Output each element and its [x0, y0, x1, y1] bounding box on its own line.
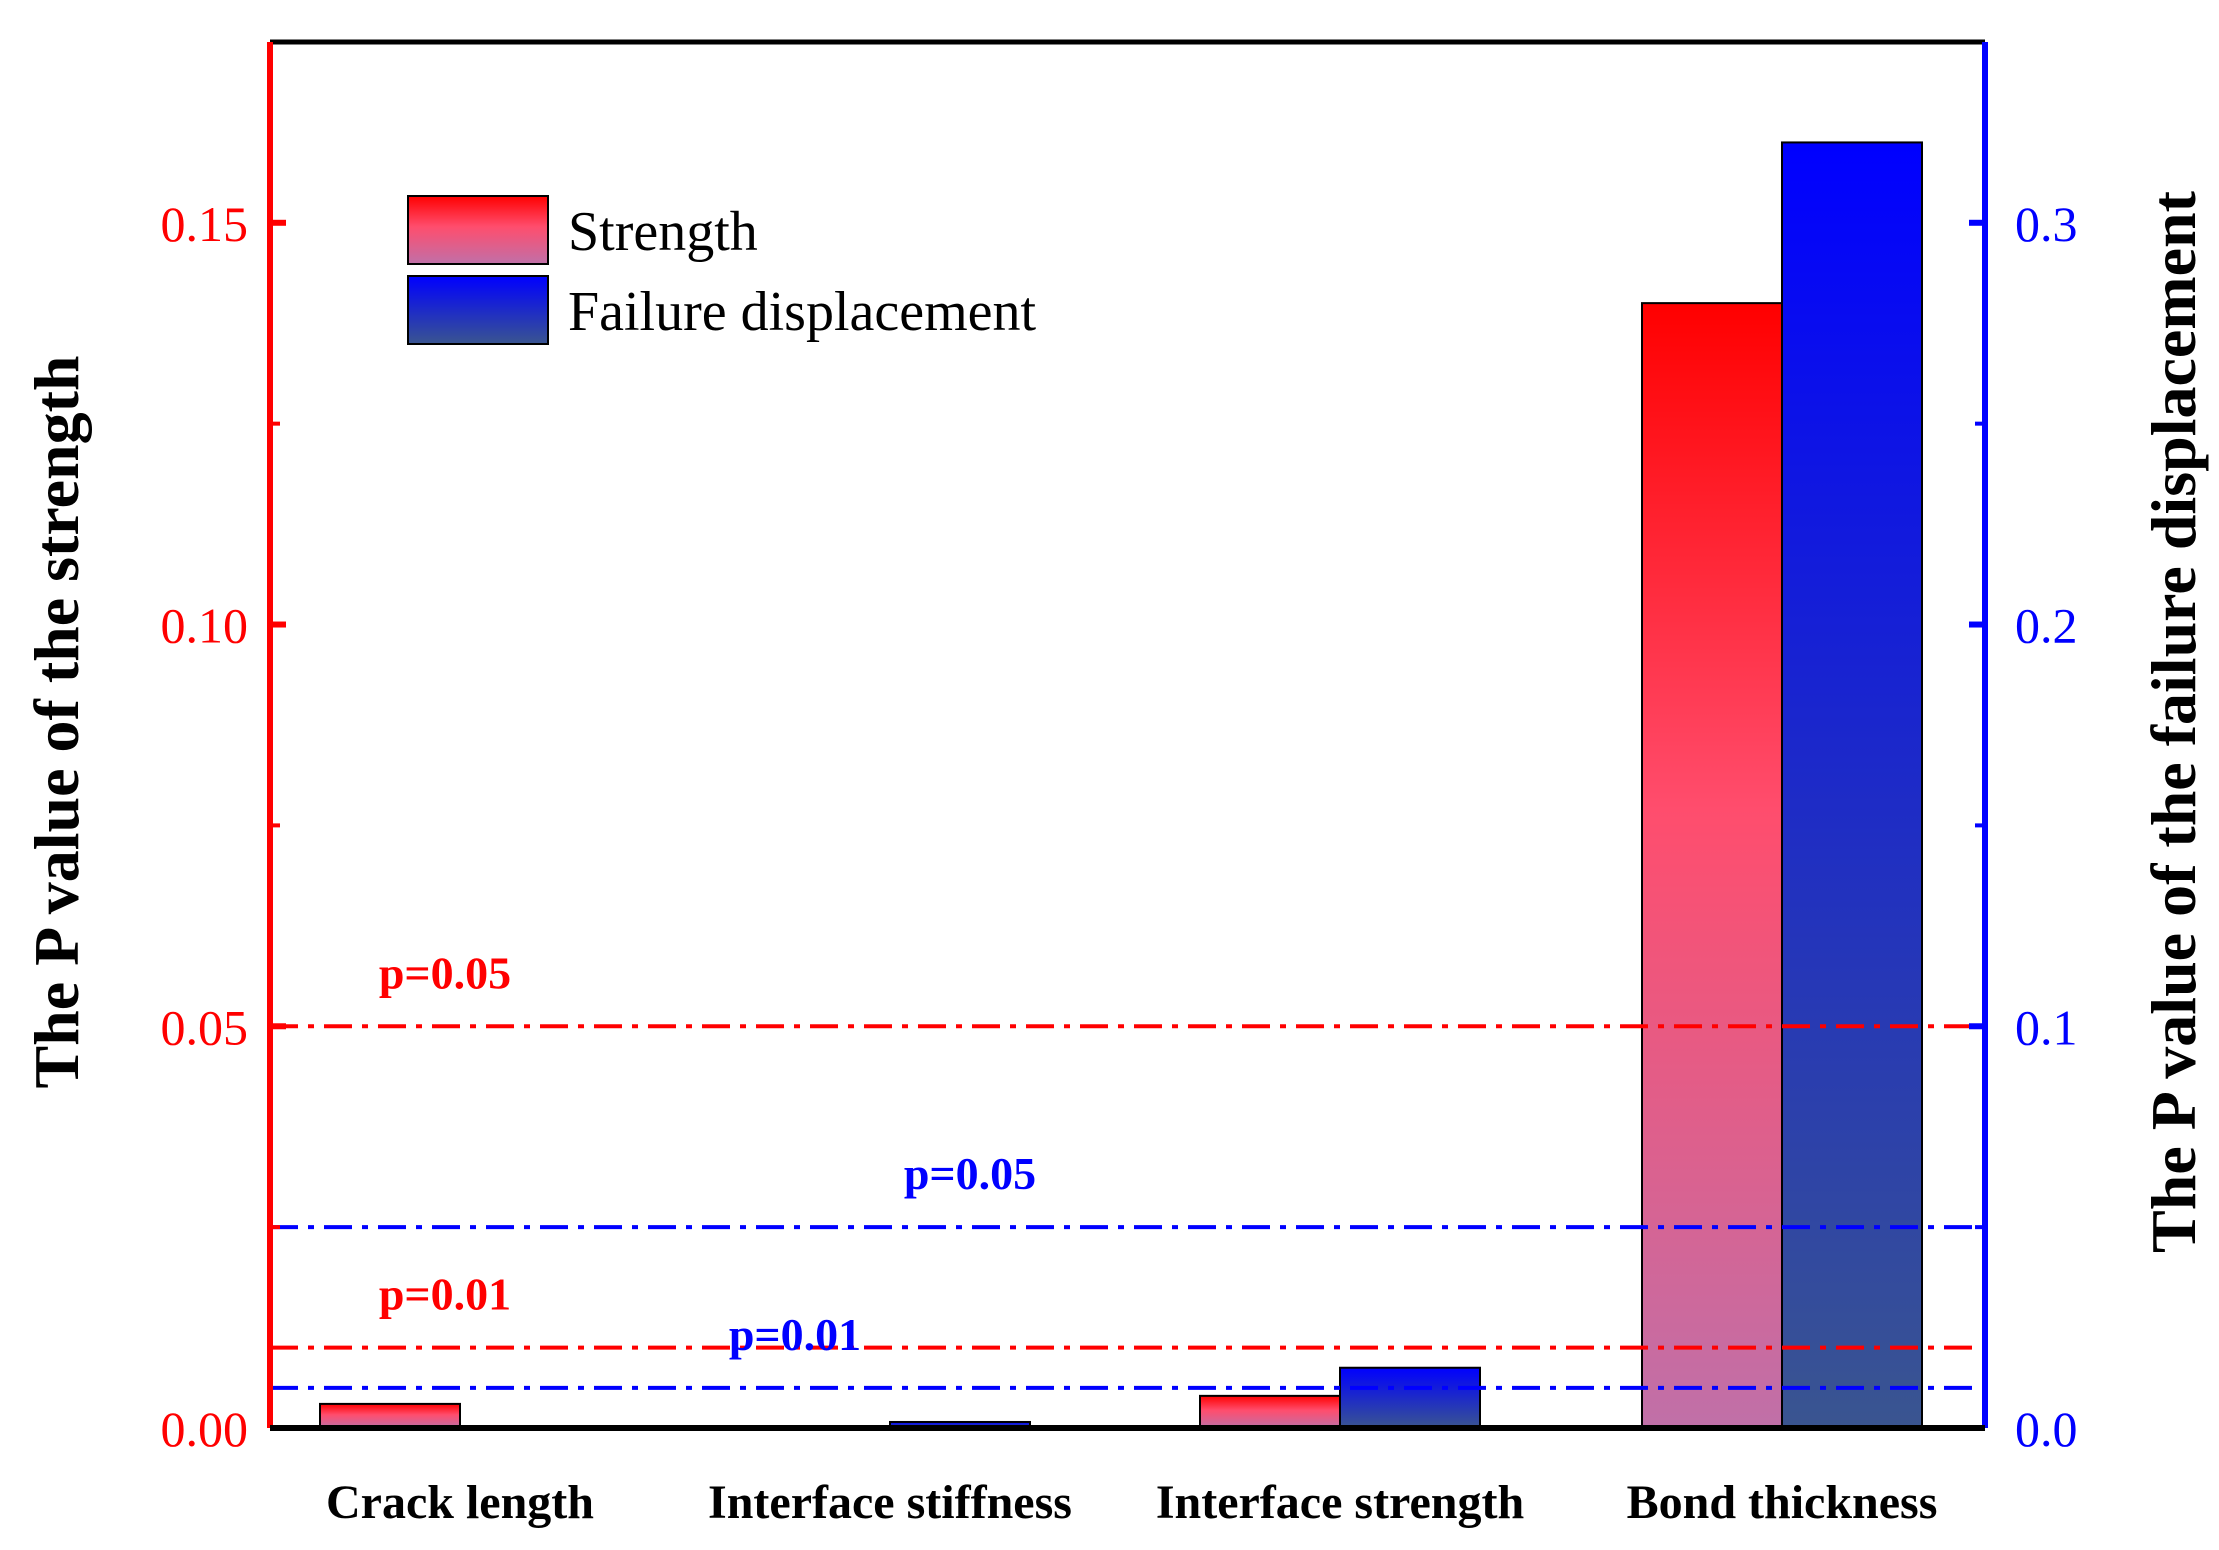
left-tick-label-2: 0.05: [161, 999, 249, 1055]
bar-failure-displacement-4: [1781, 141, 1923, 1429]
reference-lines: p=0.05 p=0.01 p=0.05 p=0.01: [270, 947, 1985, 1390]
legend-label-failure-displacement: Failure displacement: [568, 281, 1037, 343]
category-label-4: Bond thickness: [1627, 1476, 1938, 1529]
right-tick-label-3: 0.2: [2015, 598, 2078, 654]
left-tick-label-3: 0.10: [161, 598, 249, 654]
bars: [319, 141, 1923, 1430]
right-axis-title: The P value of the failure displacement: [2138, 190, 2209, 1253]
left-axis-title: The P value of the strength: [21, 355, 92, 1088]
axes: 0.00 0.05 0.10 0.15 0.0 0.1 0.2 0.3: [161, 39, 2078, 1457]
legend-swatch-strength: [407, 195, 549, 265]
category-label-2: Interface stiffness: [708, 1476, 1072, 1529]
bar-strength-3: [1199, 1394, 1341, 1429]
category-labels: Crack length Interface stiffness Interface…: [326, 1476, 1937, 1529]
reference-label-left-1: p=0.05: [379, 947, 511, 998]
right-tick-label-2: 0.1: [2015, 999, 2078, 1055]
category-label-1: Crack length: [326, 1476, 594, 1529]
left-tick-label-1: 0.00: [161, 1401, 249, 1457]
reference-label-right-4: p=0.01: [729, 1309, 861, 1360]
bar-strength-4: [1641, 302, 1783, 1429]
bar-failure-displacement-3: [1339, 1366, 1481, 1430]
legend: Strength Failure displacement: [407, 195, 1037, 345]
bar-strength-1: [319, 1402, 461, 1429]
reference-label-left-2: p=0.01: [379, 1269, 511, 1320]
legend-label-strength: Strength: [568, 201, 758, 263]
reference-label-right-3: p=0.05: [904, 1148, 1036, 1199]
left-tick-label-4: 0.15: [161, 196, 249, 252]
legend-swatch-failure-displacement: [407, 275, 549, 345]
right-tick-label-1: 0.0: [2015, 1401, 2078, 1457]
category-label-3: Interface strength: [1156, 1476, 1524, 1529]
right-tick-label-4: 0.3: [2015, 196, 2078, 252]
